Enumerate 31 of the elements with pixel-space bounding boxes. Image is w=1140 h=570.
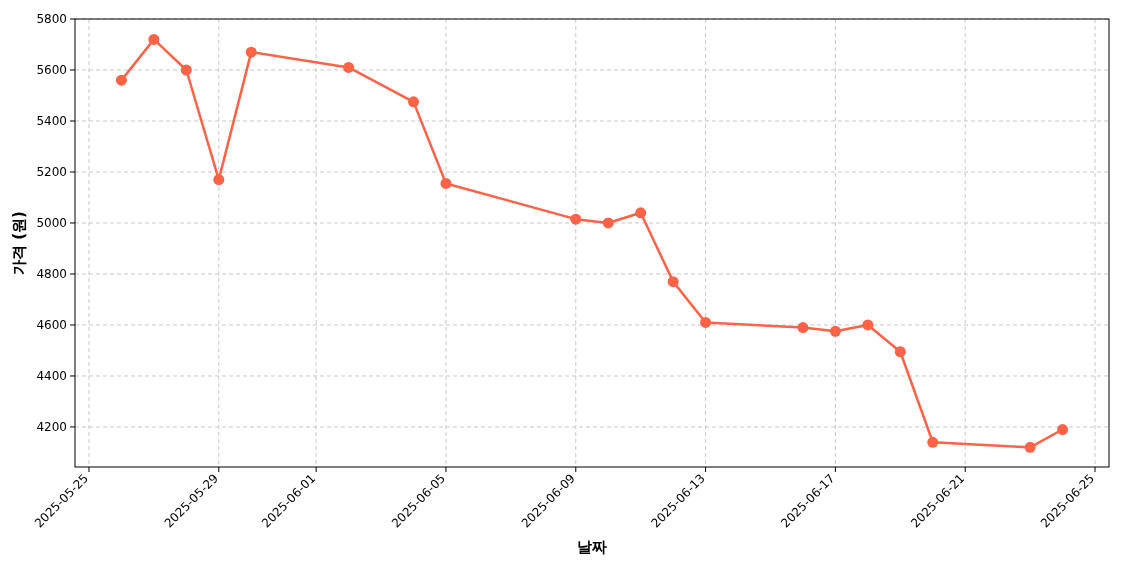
y-tick-label: 5200 — [36, 164, 67, 179]
point — [602, 217, 614, 229]
x-axis-title: 날짜 — [577, 538, 607, 556]
y-tick-label: 4400 — [36, 368, 67, 383]
y-tick-label: 5000 — [36, 215, 67, 230]
y-tick-label: 5800 — [36, 12, 67, 26]
point — [635, 207, 647, 219]
point — [894, 346, 906, 358]
point — [829, 325, 841, 337]
y-tick-label: 4600 — [36, 317, 67, 332]
point — [667, 276, 679, 288]
point — [245, 46, 257, 58]
y-tick-label: 5400 — [36, 113, 67, 128]
point — [797, 322, 809, 334]
point — [180, 64, 192, 76]
point — [927, 436, 939, 448]
point — [115, 74, 127, 86]
point — [213, 174, 225, 186]
y-axis-title: 가격 (원) — [10, 211, 28, 275]
point — [1024, 441, 1036, 453]
point — [1057, 424, 1069, 436]
point — [408, 96, 420, 108]
point — [440, 177, 452, 189]
y-tick-label: 5600 — [36, 63, 67, 77]
y-tick-label: 4800 — [36, 266, 67, 281]
point — [570, 213, 582, 225]
point — [343, 61, 355, 73]
point — [148, 33, 160, 45]
y-tick-label: 4200 — [36, 419, 67, 434]
point — [700, 316, 712, 328]
point — [862, 319, 874, 331]
